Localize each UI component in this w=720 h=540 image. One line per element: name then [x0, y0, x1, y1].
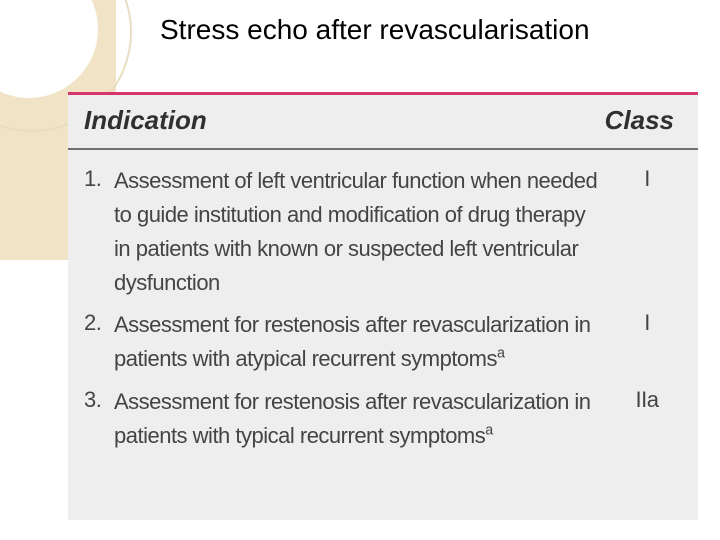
row-class-value: IIa	[612, 385, 682, 415]
superscript-a: a	[485, 422, 492, 438]
page-title: Stress echo after revascularisation	[160, 14, 590, 46]
row-indication-text: Assessment for restenosis after revascul…	[114, 385, 612, 453]
slide: Stress echo after revascularisation Indi…	[0, 0, 720, 540]
table-header: Indication Class	[68, 95, 698, 150]
row-indication-text: Assessment for restenosis after revascul…	[114, 308, 612, 376]
row-number: 1.	[84, 164, 114, 194]
row-class-value: I	[612, 308, 682, 338]
indication-table: Indication Class 1. Assessment of left v…	[68, 92, 698, 520]
row-number: 2.	[84, 308, 114, 338]
table-row: 1. Assessment of left ventricular functi…	[84, 164, 682, 300]
row-indication-text: Assessment of left ventricular function …	[114, 164, 612, 300]
header-indication: Indication	[84, 105, 572, 136]
superscript-a: a	[497, 346, 504, 362]
header-class: Class	[572, 105, 682, 136]
table-row: 2. Assessment for restenosis after revas…	[84, 308, 682, 376]
table-body: 1. Assessment of left ventricular functi…	[68, 150, 698, 471]
row-number: 3.	[84, 385, 114, 415]
row-class-value: I	[612, 164, 682, 194]
table-row: 3. Assessment for restenosis after revas…	[84, 385, 682, 453]
